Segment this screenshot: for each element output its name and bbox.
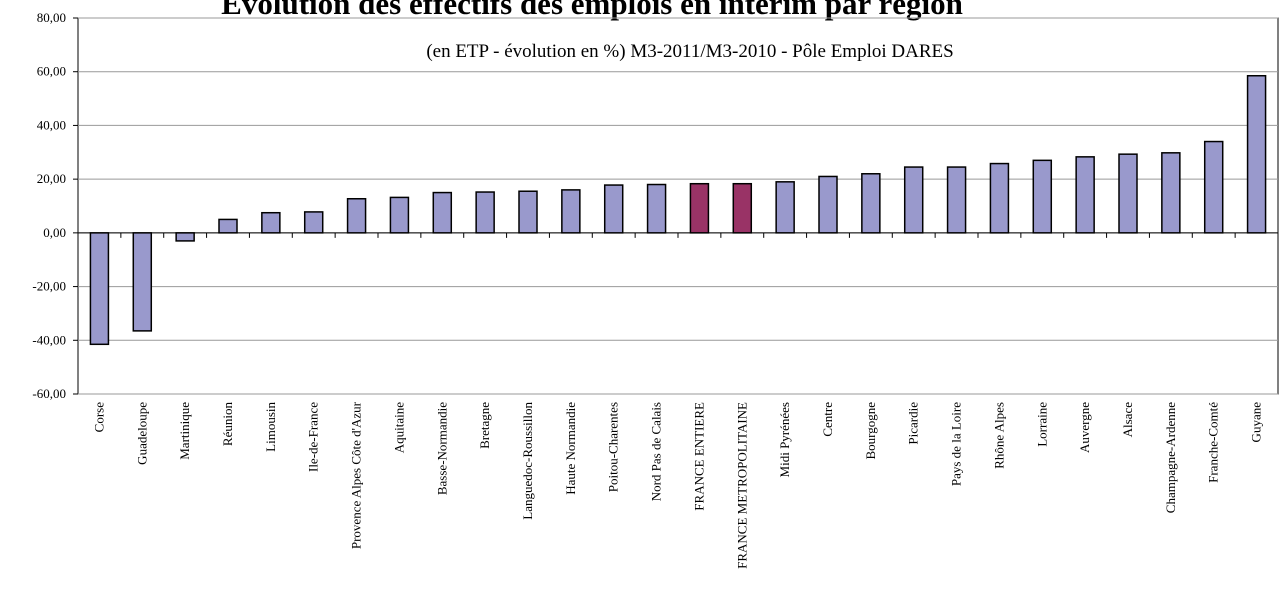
bar [732,182,753,234]
y-tick-label: -40,00 [32,332,66,347]
x-tick-label: Auvergne [1077,402,1092,453]
x-tick-label: Corse [91,402,106,433]
x-tick-label: Guadeloupe [134,402,149,465]
bar [346,197,367,234]
y-tick-label: 40,00 [37,117,66,132]
bar [646,183,667,234]
bar [432,191,453,234]
y-tick-label: 60,00 [37,64,66,79]
bar [261,211,281,234]
bar [1075,156,1095,234]
chart-subtitle: (en ETP - évolution en %) M3-2011/M3-201… [426,41,953,62]
bar [775,181,795,234]
bar [903,166,924,234]
x-tick-label: Aquitaine [391,402,406,453]
plot-frame [77,17,1279,395]
bar [1246,74,1267,234]
bar [303,211,324,234]
bar [689,182,710,234]
x-tick-label: Alsace [1120,402,1135,438]
x-tick-label: Languedoc-Roussillon [520,402,535,520]
bar [561,189,581,234]
bar [175,232,195,242]
bar [1032,159,1053,234]
x-tick-label: Rhône Alpes [991,402,1006,469]
x-tick-label: Centre [820,402,835,437]
bar [818,175,838,234]
y-tick-label: -20,00 [32,279,66,294]
y-tick-label: 20,00 [37,171,66,186]
bar [1203,140,1224,234]
x-tick-label: Martinique [177,402,192,460]
bar [389,196,410,234]
bar [132,232,153,332]
x-tick-label: Haute Normandie [563,402,578,495]
x-tick-label: Ile-de-France [306,402,321,472]
bar [1161,152,1181,234]
x-tick-label: Nord Pas de Calais [649,402,664,501]
x-tick-label: Champagne-Ardenne [1163,402,1178,513]
x-tick-label: Bretagne [477,402,492,449]
x-tick-label: Bourgogne [863,402,878,460]
bar [518,190,538,234]
x-tick-label: Franche-Comté [1206,402,1221,483]
x-tick-label: Lorraine [1034,402,1049,447]
x-tick-label: Pays de la Loire [949,402,964,486]
bar [989,162,1010,234]
y-tick-label: 80,00 [37,10,66,25]
x-tick-label: Poitou-Charentes [606,402,621,492]
x-tick-label: FRANCE ENTIERE [691,402,706,511]
x-tick-label: Réunion [220,402,235,447]
chart-title: Évolution des effectifs des emplois en i… [221,0,963,21]
bar [861,173,881,234]
x-tick-label: Limousin [263,402,278,452]
x-tick-label: Picardie [906,402,921,445]
x-tick-label: Midi Pyrénées [777,402,792,477]
y-tick-label: -60,00 [32,386,66,401]
bar [218,218,238,234]
bar [89,232,110,346]
x-tick-label: Guyane [1249,402,1264,443]
bar [1118,153,1138,234]
x-tick-label: Basse-Normandie [434,402,449,495]
x-tick-label: Provence Alpes Côte d'Azur [349,401,364,549]
bar [946,166,967,234]
x-tick-label: FRANCE METROPOLITAINE [734,402,749,569]
y-tick-label: 0,00 [43,225,66,240]
bar [475,191,495,234]
bar [603,184,624,234]
